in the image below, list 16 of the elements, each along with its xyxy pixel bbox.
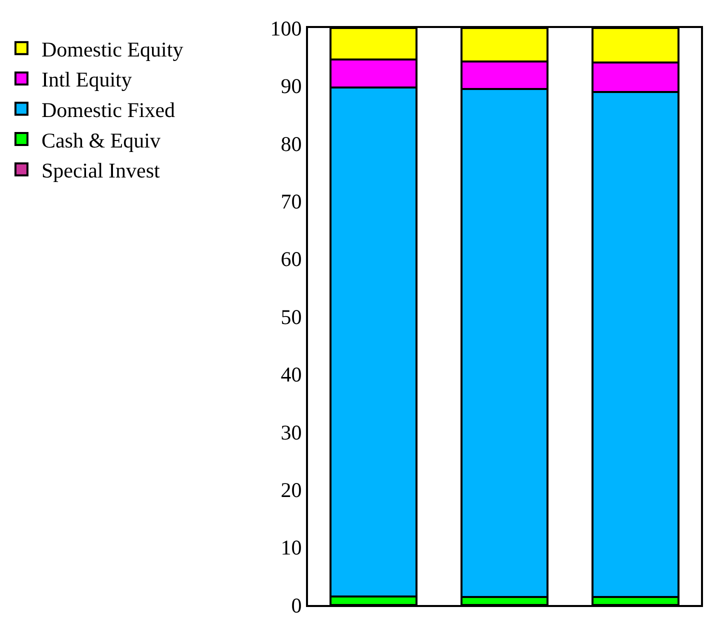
legend-label: Special Invest <box>41 158 160 183</box>
legend-label: Cash & Equiv <box>41 128 161 152</box>
y-tick-label: 70 <box>280 189 302 214</box>
legend-label: Domestic Equity <box>41 37 184 62</box>
y-tick-label: 0 <box>291 593 302 618</box>
legend-label: Intl Equity <box>41 68 132 92</box>
y-tick-label: 40 <box>280 362 302 387</box>
y-tick-label: 10 <box>280 536 302 560</box>
y-tick-label: 90 <box>280 74 302 98</box>
legend-label: Domestic Fixed <box>41 98 176 122</box>
y-tick-label: 100 <box>270 16 302 40</box>
y-tick-label: 50 <box>280 304 302 329</box>
y-tick-label: 20 <box>280 478 302 502</box>
y-tick-label: 80 <box>280 132 302 156</box>
y-tick-label: 60 <box>280 247 302 272</box>
y-tick-label: 30 <box>280 420 302 444</box>
